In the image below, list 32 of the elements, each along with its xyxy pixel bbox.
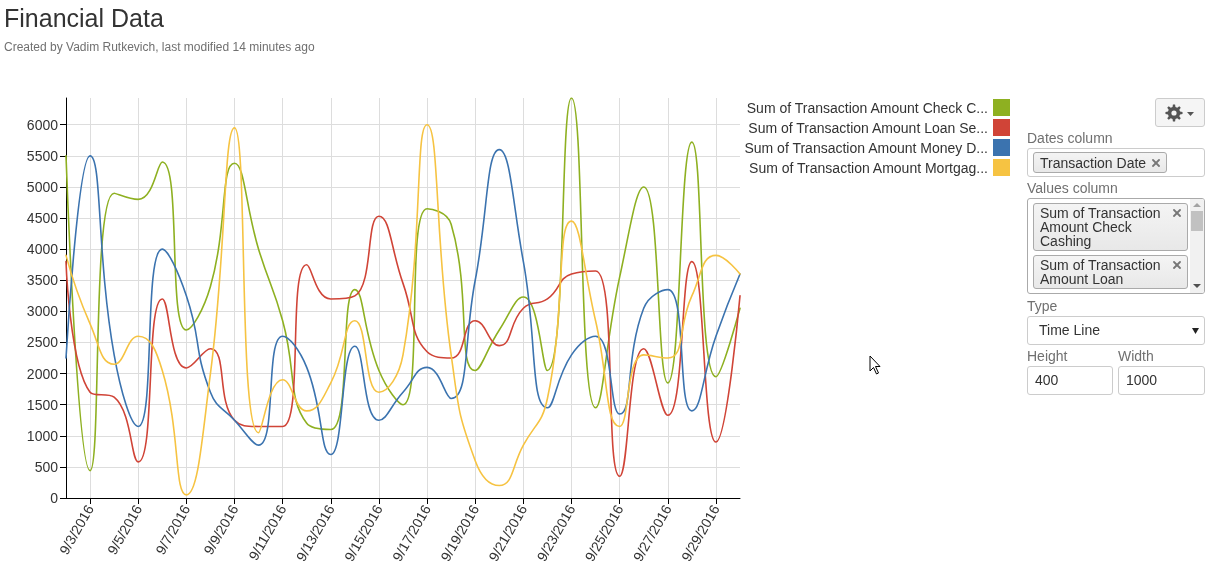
y-tick-label: 6000 bbox=[26, 116, 59, 133]
legend-label: Sum of Transaction Amount Loan Se... bbox=[748, 119, 988, 136]
text: Type bbox=[1027, 298, 1058, 314]
y-tick-label: 1500 bbox=[26, 396, 59, 413]
text: Width bbox=[1118, 348, 1154, 364]
line-series bbox=[65, 215, 741, 478]
y-tick-label: 500 bbox=[34, 458, 59, 475]
y-tick-label: 2000 bbox=[26, 365, 59, 382]
tag-chip: Transaction Date bbox=[1033, 152, 1168, 173]
text-field: 1000 bbox=[1118, 366, 1205, 395]
line-series bbox=[65, 148, 741, 456]
tag-chip: Sum of Transaction Amount Loan bbox=[1033, 255, 1188, 289]
y-tick-label: 3000 bbox=[26, 303, 59, 320]
y-tick-label: 5500 bbox=[26, 147, 59, 164]
legend-label: Sum of Transaction Amount Check C... bbox=[746, 99, 988, 116]
y-tick-label: 1000 bbox=[26, 427, 59, 444]
chart-title: Financial Data bbox=[4, 3, 164, 33]
legend-label: Sum of Transaction Amount Money D... bbox=[744, 139, 988, 156]
y-tick-label: 3500 bbox=[26, 272, 59, 289]
y-tick-label: 4500 bbox=[26, 210, 59, 227]
y-tick-label: 5000 bbox=[26, 178, 59, 195]
y-tick-label: 0 bbox=[50, 490, 59, 506]
text-field: 400 bbox=[1027, 366, 1113, 395]
y-tick-label: 2500 bbox=[26, 334, 59, 351]
tag-chip: Sum of Transaction Amount Check Cashing bbox=[1033, 203, 1188, 251]
dropdown-field: Time Line bbox=[1027, 316, 1205, 345]
text: Dates column bbox=[1027, 130, 1113, 146]
legend-label: Sum of Transaction Amount Mortgag... bbox=[749, 159, 988, 176]
text: Values column bbox=[1027, 180, 1118, 196]
text: Height bbox=[1027, 348, 1068, 364]
chart-subtitle: Created by Vadim Rutkevich, last modified 14 minutes ago bbox=[4, 40, 315, 55]
y-tick-label: 4000 bbox=[26, 241, 59, 258]
